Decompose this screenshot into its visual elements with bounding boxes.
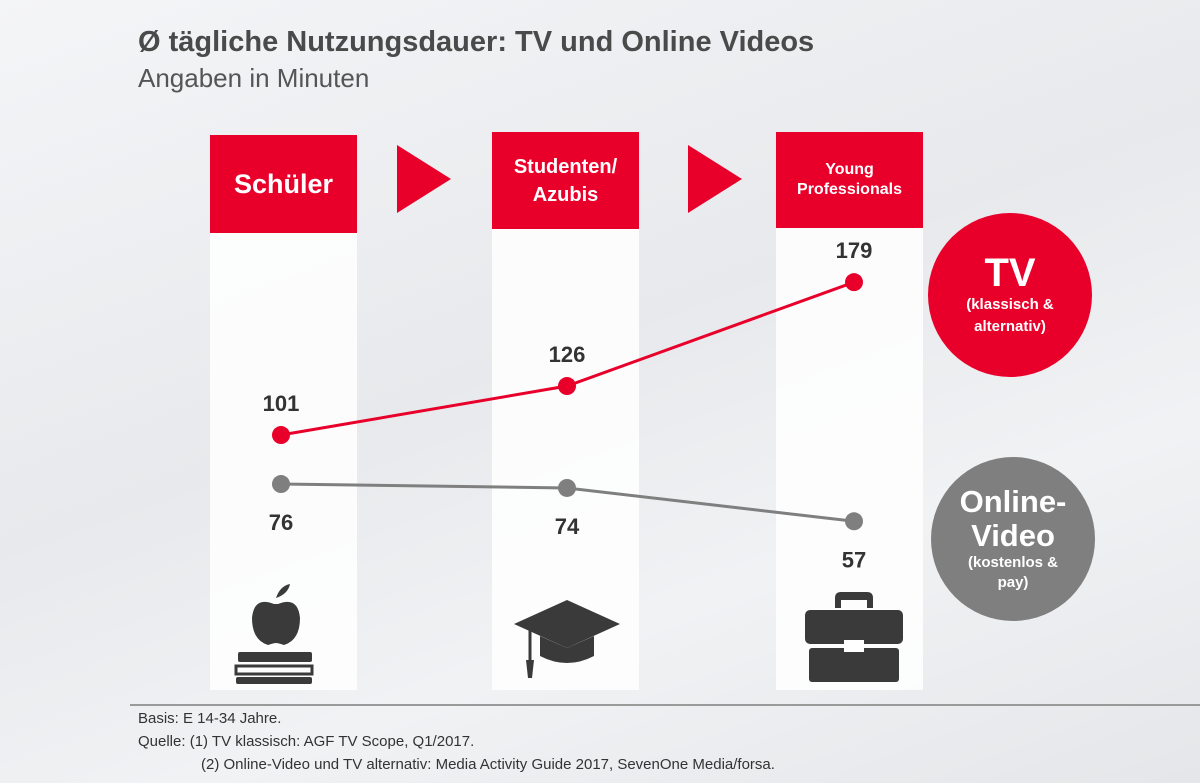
legend-online-video-name: Online-Video	[959, 484, 1067, 553]
data-point	[845, 512, 863, 531]
category-label-young-professionals: Young Professionals	[776, 132, 923, 228]
data-point	[272, 475, 290, 494]
category-label-studenten: Studenten/ Azubis	[492, 132, 639, 229]
legend-tv-sublabel: (klassisch & alternativ)	[966, 296, 1054, 335]
data-label: 74	[555, 514, 580, 539]
legend-online-video: Online-Video (kostenlos & pay)	[931, 457, 1095, 621]
arrow-right-icon	[688, 145, 742, 213]
chart-title: Ø tägliche Nutzungsdauer: TV und Online …	[138, 26, 815, 58]
graduation-cap-icon	[514, 600, 620, 678]
briefcase-icon	[805, 592, 903, 682]
data-point	[272, 426, 290, 445]
legend-online-video-sublabel: (kostenlos & pay)	[967, 554, 1058, 591]
data-point	[558, 478, 576, 497]
data-label: 101	[263, 391, 300, 416]
footer-divider	[130, 704, 1200, 706]
apple-books-icon	[234, 584, 314, 684]
footer-source-1: Quelle: (1) TV klassisch: AGF TV Scope, …	[138, 733, 475, 750]
legend-tv-name: TV	[984, 251, 1036, 295]
data-point	[845, 273, 863, 292]
legend-tv: TV (klassisch & alternativ)	[928, 213, 1092, 377]
category-label-schueler: Schüler	[210, 135, 357, 233]
chart-subtitle: Angaben in Minuten	[138, 63, 370, 93]
data-label: 126	[549, 342, 586, 367]
arrow-right-icon	[397, 145, 451, 213]
data-label: 57	[842, 547, 866, 572]
data-label: 179	[836, 238, 873, 263]
data-point	[558, 377, 576, 396]
data-label: 76	[269, 510, 293, 535]
footer-source-2: (2) Online-Video und TV alternativ: Medi…	[201, 756, 775, 773]
footer-basis: Basis: E 14-34 Jahre.	[138, 710, 282, 727]
